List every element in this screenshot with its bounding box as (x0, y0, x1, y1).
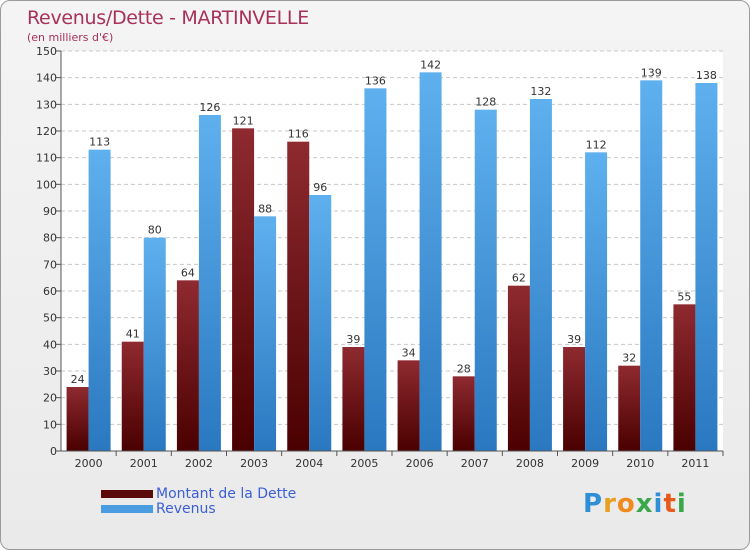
bar-debt (507, 285, 530, 451)
y-tick-label: 100 (36, 178, 57, 191)
value-label-revenus: 139 (641, 66, 662, 79)
x-tick-label: 2011 (681, 457, 709, 470)
y-tick-label: 130 (36, 98, 57, 111)
bar-revenus (143, 237, 166, 451)
bar-revenus (88, 149, 111, 451)
y-tick-label: 150 (36, 45, 57, 58)
x-tick-label: 2003 (240, 457, 268, 470)
x-tick-label: 2005 (350, 457, 378, 470)
value-label-debt: 39 (567, 333, 581, 346)
logo-letter: o (616, 489, 636, 519)
bar-revenus (695, 83, 718, 451)
logo-letter: i (676, 489, 687, 519)
plot-area (61, 51, 723, 451)
y-tick-label: 70 (43, 258, 57, 271)
value-label-debt: 62 (512, 272, 526, 285)
logo-letter: r (603, 489, 617, 519)
chart-title: Revenus/Dette - MARTINVELLE (27, 7, 309, 29)
y-tick-label: 40 (43, 338, 57, 351)
bar-revenus (640, 80, 663, 451)
bar-debt (342, 347, 365, 451)
legend-label-revenus: Revenus (156, 501, 216, 517)
x-tick-label: 2009 (571, 457, 599, 470)
value-label-debt: 64 (181, 266, 195, 279)
x-tick-label: 2006 (406, 457, 434, 470)
value-label-revenus: 136 (365, 74, 386, 87)
logo-letter: x (635, 489, 654, 519)
value-label-debt: 39 (346, 333, 360, 346)
legend-swatch-debt (101, 490, 153, 498)
value-label-revenus: 113 (89, 136, 110, 149)
chart-subtitle: (en milliers d'€) (27, 31, 114, 44)
value-label-debt: 121 (233, 114, 254, 127)
bar-debt (563, 347, 586, 451)
y-tick-label: 120 (36, 125, 57, 138)
x-tick-label: 2008 (516, 457, 544, 470)
value-label-revenus: 138 (696, 69, 717, 82)
value-label-revenus: 88 (258, 202, 272, 215)
y-tick-label: 140 (36, 72, 57, 85)
bar-revenus (529, 99, 552, 451)
bar-revenus (254, 216, 277, 451)
y-tick-label: 60 (43, 285, 57, 298)
y-tick-label: 90 (43, 205, 57, 218)
x-tick-label: 2001 (130, 457, 158, 470)
y-tick-label: 10 (43, 418, 57, 431)
bar-revenus (474, 109, 497, 452)
y-tick-label: 50 (43, 312, 57, 325)
value-label-revenus: 112 (586, 138, 607, 151)
bar-debt (397, 360, 420, 451)
value-label-revenus: 128 (475, 96, 496, 109)
bar-debt (232, 128, 255, 451)
bar-debt (287, 141, 310, 451)
y-tick-label: 110 (36, 152, 57, 165)
x-tick-label: 2010 (626, 457, 654, 470)
logo-letter: P (583, 489, 604, 519)
value-label-debt: 28 (457, 362, 471, 375)
x-tick-label: 2002 (185, 457, 213, 470)
value-label-debt: 24 (71, 373, 85, 386)
bar-revenus (419, 72, 442, 451)
y-tick-label: 30 (43, 365, 57, 378)
value-label-revenus: 80 (148, 224, 162, 237)
y-tick-label: 0 (50, 445, 57, 458)
value-label-debt: 116 (288, 128, 309, 141)
value-label-revenus: 132 (530, 85, 551, 98)
proxiti-logo: Proxiti (583, 489, 687, 519)
value-label-debt: 41 (126, 328, 140, 341)
x-tick-label: 2000 (75, 457, 103, 470)
value-label-revenus: 126 (199, 101, 220, 114)
bar-revenus (309, 195, 332, 451)
logo-letter: i (653, 489, 664, 519)
y-tick-label: 20 (43, 392, 57, 405)
bar-revenus (198, 115, 221, 451)
bar-debt (618, 365, 641, 451)
bar-debt (673, 304, 696, 451)
bar-revenus (364, 88, 387, 451)
legend-swatch-revenus (101, 505, 153, 513)
bar-debt (121, 341, 144, 451)
bar-debt (66, 387, 89, 451)
y-tick-label: 80 (43, 232, 57, 245)
logo-letter: t (663, 489, 677, 519)
value-label-revenus: 96 (313, 181, 327, 194)
value-label-debt: 34 (402, 346, 416, 359)
value-label-debt: 55 (677, 290, 691, 303)
value-label-debt: 32 (622, 352, 636, 365)
value-label-revenus: 142 (420, 58, 441, 71)
bar-debt (452, 376, 475, 451)
bar-debt (176, 280, 199, 451)
legend-label-debt: Montant de la Dette (156, 486, 297, 502)
x-tick-label: 2007 (461, 457, 489, 470)
bar-revenus (585, 152, 608, 452)
x-tick-label: 2004 (295, 457, 323, 470)
